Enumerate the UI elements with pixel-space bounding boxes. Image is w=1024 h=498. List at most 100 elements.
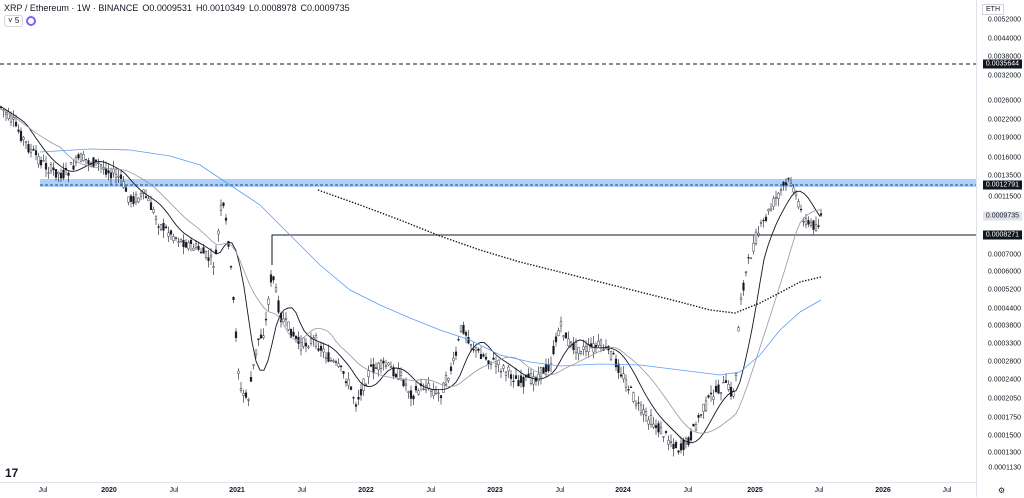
ma-200-dotted-line	[317, 189, 822, 314]
chart-legend: XRP / Ethereum · 1W · BINANCE O0.0009531…	[4, 3, 350, 13]
candle-body	[317, 348, 320, 351]
candle-body	[14, 121, 18, 127]
candle-body	[559, 320, 563, 327]
time-tick: Jul	[297, 487, 307, 494]
indicator-icon[interactable]	[26, 16, 37, 26]
symbol-title[interactable]: XRP / Ethereum · 1W · BINANCE	[4, 3, 139, 13]
candle-body	[397, 368, 400, 380]
candle-body	[617, 363, 620, 373]
candle-body	[814, 224, 818, 231]
candle-body	[222, 202, 225, 206]
price-tick: 0.0013500	[987, 172, 1021, 180]
candle-body	[787, 177, 790, 180]
candle-body	[452, 357, 455, 362]
candle-body	[554, 336, 558, 343]
low-key: L	[248, 3, 254, 13]
close-value: 0.0009735	[307, 3, 350, 13]
candle-body	[792, 187, 795, 193]
candle-body	[644, 411, 648, 417]
candle-body	[19, 130, 23, 142]
candle-body	[639, 404, 643, 414]
candle-body	[779, 189, 783, 192]
candle-body	[44, 163, 48, 170]
candle-body	[409, 390, 413, 399]
candle-body	[329, 360, 333, 362]
candle-body	[207, 257, 210, 261]
candle-body	[69, 162, 73, 165]
dashed-line-price-label: 0.0035644	[982, 59, 1022, 69]
candle-body	[99, 164, 103, 167]
candle-body	[532, 376, 535, 385]
candle-body	[562, 335, 565, 338]
price-tick: 0.0022000	[987, 116, 1021, 124]
candle-body	[557, 330, 560, 336]
time-tick: Jul	[38, 487, 48, 494]
candle-body	[52, 167, 55, 171]
candle-body	[137, 197, 140, 203]
candle-body	[572, 343, 575, 351]
price-tick: 0.0026000	[987, 97, 1021, 105]
currency-label[interactable]: ETH	[982, 4, 1004, 15]
candle-body	[442, 382, 445, 393]
candle-body	[332, 360, 335, 363]
price-tick: 0.0002800	[987, 358, 1021, 366]
candle-body	[744, 271, 748, 274]
candle-body	[519, 375, 523, 383]
candle-body	[689, 431, 693, 441]
candle-body	[122, 181, 125, 188]
resistance-zone	[40, 179, 976, 187]
price-axis[interactable]: ETH 0.0052000 0.0044000 0.0038000 0.0032000…	[976, 0, 1024, 497]
candle-body	[579, 351, 583, 354]
time-axis[interactable]: Jul 2020 Jul 2021 Jul 2022 Jul 2023 Jul 2024 Jul 20…	[0, 482, 976, 498]
candle-body	[699, 414, 703, 416]
time-tick: 2026	[875, 487, 891, 494]
candle-body	[192, 247, 195, 251]
candle-body	[212, 266, 215, 268]
candle-body	[472, 349, 475, 351]
candle-body	[412, 395, 415, 400]
candle-body	[289, 328, 293, 338]
candle-body	[194, 243, 198, 248]
candle-body	[49, 164, 53, 172]
candle-body	[704, 400, 708, 411]
candle-body	[284, 317, 288, 320]
candle-body	[439, 395, 443, 399]
indicator-toggle-button[interactable]: ˅ 5	[4, 15, 24, 27]
candle-body	[587, 343, 590, 352]
candle-body	[462, 324, 465, 334]
time-tick: Jul	[169, 487, 179, 494]
candle-body	[184, 242, 188, 248]
price-tick: 0.0011500	[988, 193, 1021, 201]
price-chart[interactable]	[0, 0, 976, 482]
candle-body	[734, 373, 738, 377]
candle-body	[427, 383, 430, 389]
candle-body	[469, 344, 473, 346]
support-line	[271, 234, 976, 265]
time-tick: Jul	[814, 487, 824, 494]
candle-body	[662, 436, 665, 438]
time-tick: 2021	[229, 487, 245, 494]
candle-body	[344, 381, 348, 384]
candle-body	[179, 238, 183, 243]
candle-body	[219, 204, 223, 211]
candle-body	[384, 365, 388, 367]
candle-body	[124, 187, 128, 192]
candle-body	[109, 172, 113, 179]
candle-body	[612, 353, 615, 355]
candle-body	[127, 196, 130, 203]
candle-body	[377, 362, 380, 371]
candle-body	[632, 392, 635, 402]
gear-icon[interactable]: ⚙	[998, 486, 1006, 495]
candle-body	[147, 198, 150, 202]
candle-body	[747, 257, 750, 259]
candle-body	[679, 443, 683, 451]
candle-body	[159, 224, 163, 230]
candle-body	[784, 182, 788, 185]
candle-body	[577, 347, 580, 354]
tradingview-logo-icon[interactable]: 17	[5, 466, 19, 480]
candle-body	[599, 339, 603, 346]
candle-body	[454, 351, 458, 356]
candle-body	[724, 380, 728, 383]
candle-body	[27, 144, 30, 153]
candle-body	[772, 198, 775, 207]
